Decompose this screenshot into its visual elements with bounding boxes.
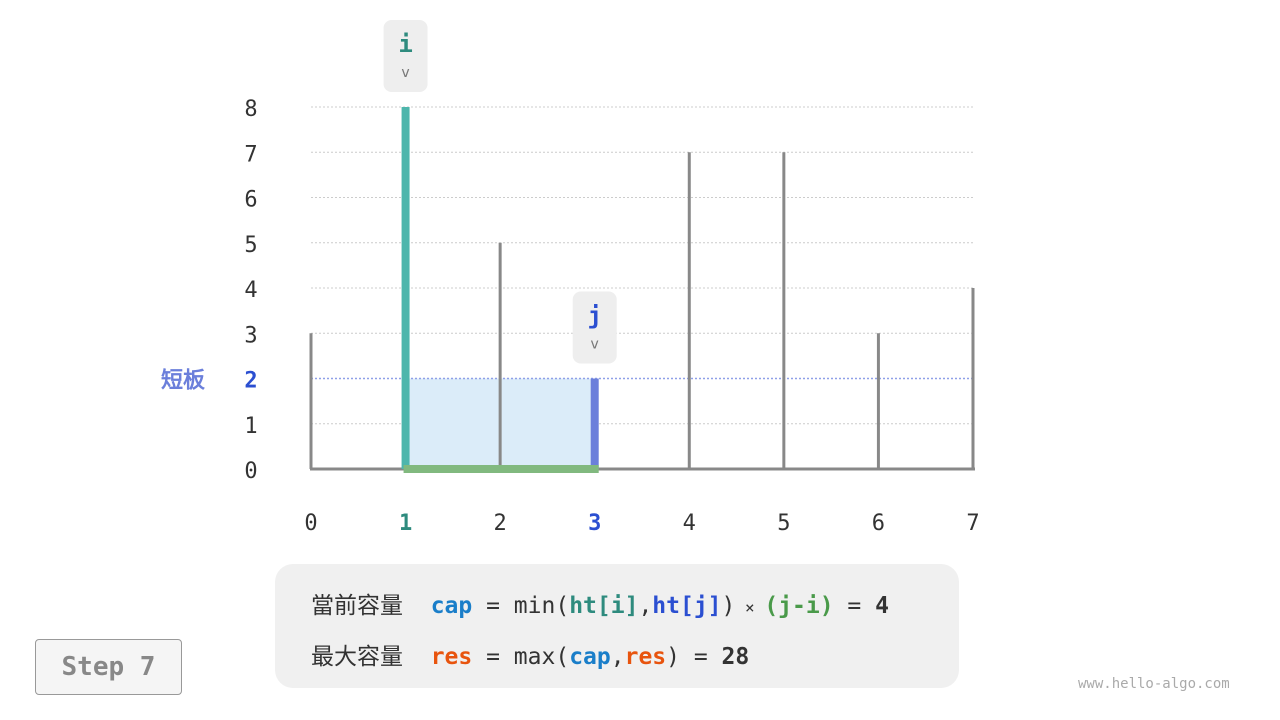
arrow-down-icon: v [591, 337, 599, 353]
var-ht-i: ht[i] [569, 593, 639, 619]
pointer-i-badge [383, 20, 428, 92]
watermark: www.hello-algo.com [1078, 676, 1230, 692]
text: , [638, 593, 653, 619]
y-tick-label: 3 [244, 323, 257, 348]
x-tick-label: 0 [304, 511, 317, 536]
x-tick-label: 7 [966, 511, 979, 536]
formula-res: 最大容量 res = max(cap,res) = 28 [311, 637, 749, 671]
x-tick-label: 5 [777, 511, 790, 536]
y-tick-label: 5 [244, 233, 257, 258]
x-tick-label: 6 [872, 511, 885, 536]
x-tick-label: 3 [588, 511, 601, 536]
var-j-minus-i: (j-i) [764, 593, 834, 619]
text: , [610, 644, 625, 670]
cap-value: 4 [875, 593, 889, 619]
var-res: res [430, 644, 473, 670]
formula-box: 當前容量 cap = min(ht[i],ht[j]) × (j-i) = 4 … [275, 564, 959, 688]
times-sign: × [735, 598, 765, 617]
var-cap: cap [430, 593, 473, 619]
text: = [680, 644, 722, 670]
y-tick-label: 0 [244, 459, 257, 484]
pointer-i-label: i [398, 30, 412, 58]
label-current-capacity: 當前容量 [311, 593, 403, 619]
x-tick-label: 1 [399, 511, 412, 536]
text: ) [666, 644, 680, 670]
var-res: res [624, 644, 667, 670]
pointer-j-label: j [587, 302, 601, 330]
text: = min( [472, 593, 570, 619]
var-ht-j: ht[j] [652, 593, 722, 619]
y-tick-label: 2 [244, 369, 257, 394]
step-indicator: Step 7 [35, 639, 182, 695]
y-tick-label: 6 [244, 188, 257, 213]
y-tick-label: 1 [244, 414, 257, 439]
y-tick-label: 7 [244, 142, 257, 167]
short-board-label: 短板 [161, 369, 206, 394]
label-max-capacity: 最大容量 [311, 644, 403, 670]
text: ) [721, 593, 736, 619]
text: = [833, 593, 876, 619]
text: = max( [472, 644, 570, 670]
y-tick-label: 4 [244, 278, 257, 303]
formula-cap: 當前容量 cap = min(ht[i],ht[j]) × (j-i) = 4 [311, 586, 889, 620]
arrow-down-icon: v [401, 65, 409, 81]
y-tick-label: 8 [244, 97, 257, 122]
x-tick-label: 4 [683, 511, 696, 536]
res-value: 28 [721, 644, 750, 670]
x-tick-label: 2 [494, 511, 507, 536]
pointer-j-badge [572, 291, 617, 364]
var-cap: cap [569, 644, 611, 670]
